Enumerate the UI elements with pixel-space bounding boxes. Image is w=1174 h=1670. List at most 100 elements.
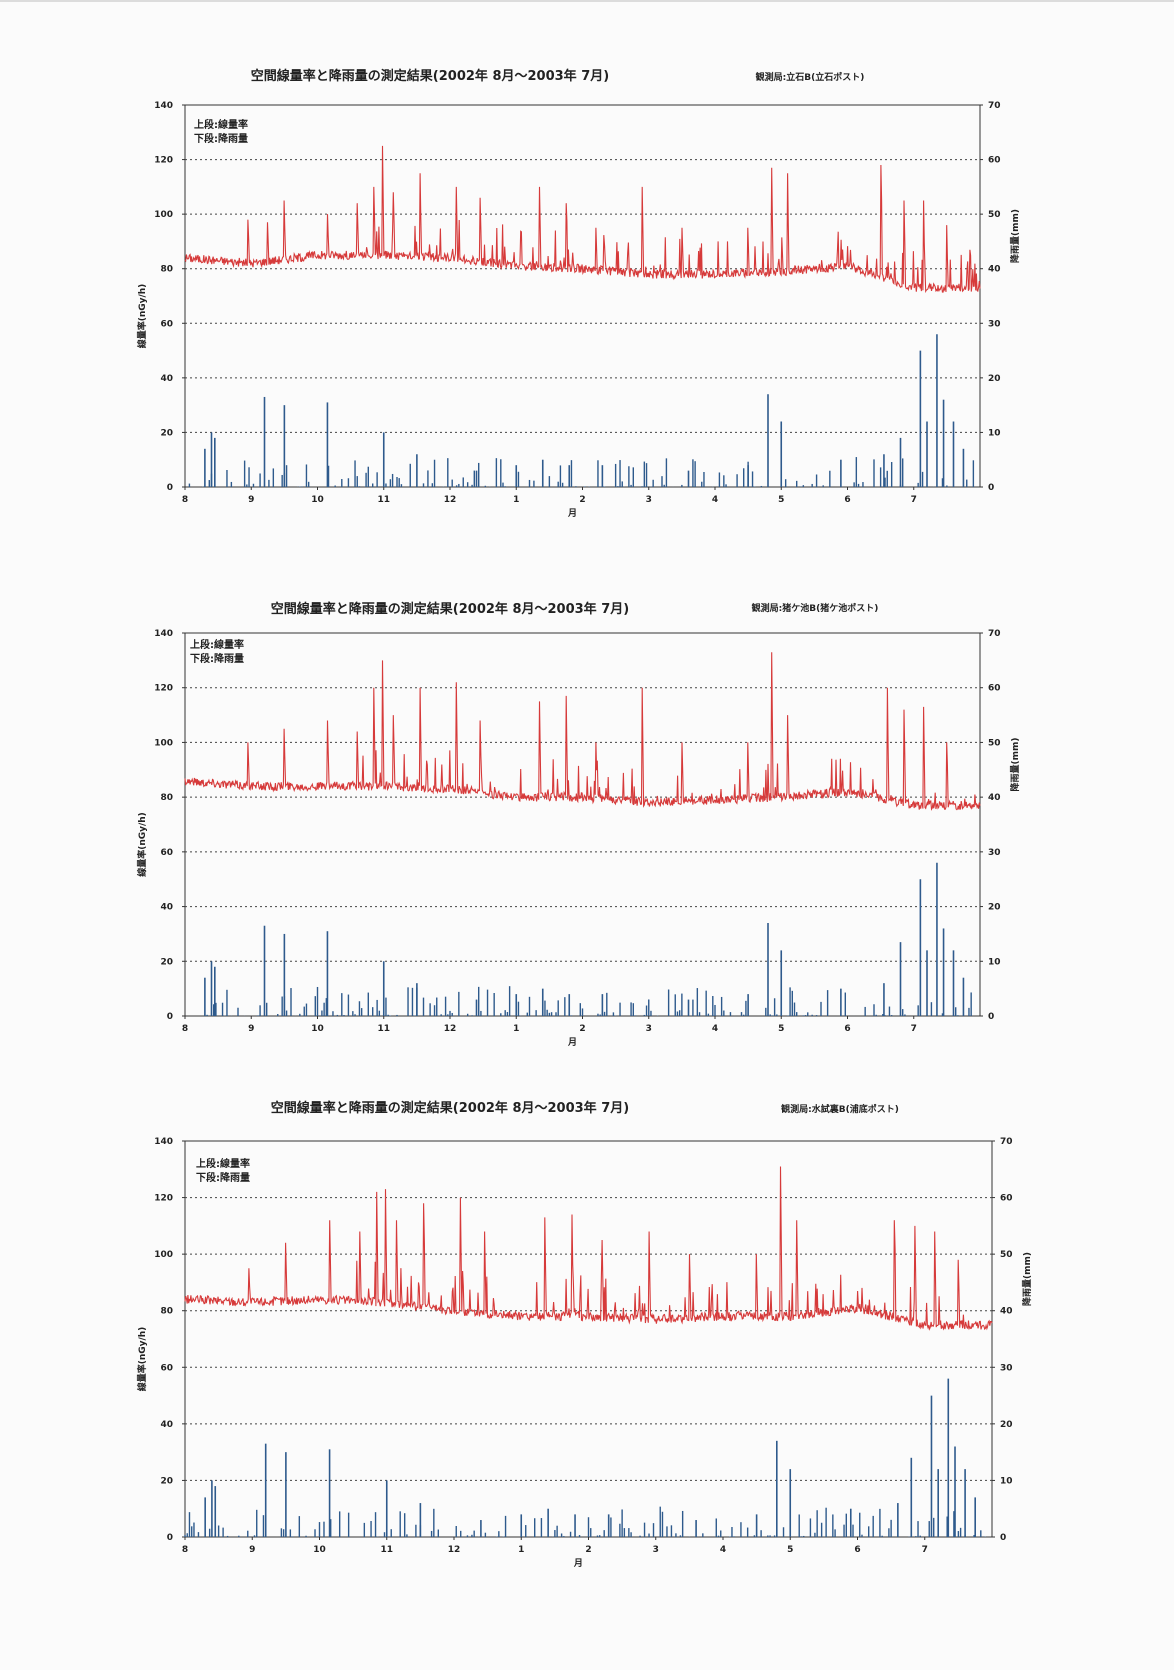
plot-frame <box>184 104 981 488</box>
right-tick-label: 40 <box>988 265 1001 275</box>
left-tick-label: 0 <box>167 1533 173 1543</box>
legend-note-0: 上段:線量率 <box>194 118 248 131</box>
legend-note-0: 上段:線量率 <box>196 1157 250 1170</box>
right-tick-label: 50 <box>1000 1250 1013 1260</box>
left-tick-label: 80 <box>160 793 173 803</box>
left-tick-label: 20 <box>160 428 173 438</box>
y-left-axis-label: 線量率(nGy/h) <box>136 812 148 877</box>
x-tick-label: 10 <box>313 1545 326 1555</box>
y-right-axis-label: 降雨量(mm) <box>1021 1252 1033 1306</box>
x-tick-label: 4 <box>712 1024 718 1034</box>
x-tick-label: 9 <box>249 1545 255 1555</box>
right-tick-label: 60 <box>988 684 1001 694</box>
x-axis-label: 月 <box>573 1558 583 1569</box>
x-tick-label: 3 <box>646 495 652 505</box>
right-tick-label: 10 <box>988 957 1001 967</box>
chart-title: 空間線量率と降雨量の測定結果(2002年 8月～2003年 7月) <box>251 68 609 84</box>
x-tick-label: 6 <box>844 495 850 505</box>
x-tick-label: 6 <box>854 1545 860 1555</box>
x-axis-label: 月 <box>567 1037 577 1048</box>
chart-title: 空間線量率と降雨量の測定結果(2002年 8月～2003年 7月) <box>271 1100 629 1116</box>
right-tick-label: 0 <box>988 483 994 493</box>
x-tick-label: 11 <box>377 495 390 505</box>
x-tick-label: 11 <box>377 1024 390 1034</box>
left-tick-label: 0 <box>167 1012 173 1022</box>
x-tick-label: 1 <box>518 1545 524 1555</box>
y-left-axis-label: 線量率(nGy/h) <box>136 1327 148 1392</box>
right-tick-label: 20 <box>988 374 1001 384</box>
x-tick-label: 12 <box>448 1545 461 1555</box>
right-tick-label: 70 <box>988 101 1001 111</box>
y-right-axis-label: 降雨量(mm) <box>1009 209 1021 263</box>
right-tick-label: 70 <box>988 629 1001 639</box>
x-tick-label: 10 <box>311 495 324 505</box>
right-tick-label: 30 <box>1000 1363 1013 1373</box>
right-tick-label: 0 <box>1000 1533 1006 1543</box>
y-right-axis-label: 降雨量(mm) <box>1009 738 1021 792</box>
right-tick-label: 70 <box>1000 1137 1013 1147</box>
x-tick-label: 2 <box>579 1024 585 1034</box>
x-axis-label: 月 <box>567 508 577 519</box>
legend-note-1: 下段:降雨量 <box>194 132 248 145</box>
x-tick-label: 4 <box>712 495 718 505</box>
x-tick-label: 4 <box>720 1545 726 1555</box>
chart-title: 空間線量率と降雨量の測定結果(2002年 8月～2003年 7月) <box>271 601 629 617</box>
chart-tateishi: 空間線量率と降雨量の測定結果(2002年 8月～2003年 7月) 観測局:立石B… <box>0 58 1174 538</box>
plot-frame <box>184 1140 993 1538</box>
left-tick-label: 140 <box>154 101 173 111</box>
right-tick-label: 10 <box>988 428 1001 438</box>
x-tick-label: 9 <box>248 1024 254 1034</box>
chart-inokeike: 空間線量率と降雨量の測定結果(2002年 8月～2003年 7月) 観測局:猪ケ池… <box>0 588 1174 1068</box>
top-edge-rule <box>0 0 1174 2</box>
x-tick-label: 7 <box>911 495 917 505</box>
left-tick-label: 60 <box>160 1363 173 1373</box>
left-tick-label: 120 <box>154 1194 173 1204</box>
left-tick-label: 100 <box>154 738 173 748</box>
right-tick-label: 50 <box>988 738 1001 748</box>
left-tick-label: 60 <box>160 848 173 858</box>
x-tick-label: 2 <box>585 1545 591 1555</box>
left-tick-label: 60 <box>160 319 173 329</box>
left-tick-label: 140 <box>154 1137 173 1147</box>
x-tick-label: 5 <box>787 1545 793 1555</box>
left-tick-label: 100 <box>154 210 173 220</box>
chart-svg: 空間線量率と降雨量の測定結果(2002年 8月～2003年 7月) 観測局:猪ケ池… <box>136 601 1021 1048</box>
x-tick-label: 3 <box>646 1024 652 1034</box>
x-tick-label: 1 <box>513 1024 519 1034</box>
x-tick-label: 2 <box>579 495 585 505</box>
x-tick-label: 7 <box>922 1545 928 1555</box>
rain-series <box>184 1378 986 1537</box>
right-tick-label: 40 <box>1000 1307 1013 1317</box>
x-tick-label: 6 <box>844 1024 850 1034</box>
x-tick-label: 5 <box>778 1024 784 1034</box>
x-tick-label: 10 <box>311 1024 324 1034</box>
left-tick-label: 40 <box>160 903 173 913</box>
chart-suishiura: 空間線量率と降雨量の測定結果(2002年 8月～2003年 7月) 観測局:水試裏… <box>0 1093 1174 1573</box>
dose-rate-line <box>184 652 981 811</box>
legend-note-0: 上段:線量率 <box>190 638 244 651</box>
legend-note-1: 下段:降雨量 <box>196 1171 250 1184</box>
right-tick-label: 60 <box>988 156 1001 166</box>
right-tick-label: 30 <box>988 319 1001 329</box>
station-label: 観測局:水試裏B(浦底ポスト) <box>781 1103 899 1115</box>
y-left-axis-label: 線量率(nGy/h) <box>136 284 148 349</box>
x-tick-label: 12 <box>444 1024 457 1034</box>
x-tick-label: 8 <box>182 1024 188 1034</box>
x-tick-label: 11 <box>380 1545 393 1555</box>
x-tick-label: 3 <box>653 1545 659 1555</box>
right-tick-label: 20 <box>988 903 1001 913</box>
legend-note-1: 下段:降雨量 <box>190 652 244 665</box>
chart-svg: 空間線量率と降雨量の測定結果(2002年 8月～2003年 7月) 観測局:水試裏… <box>136 1100 1033 1569</box>
left-tick-label: 80 <box>160 1307 173 1317</box>
left-tick-label: 120 <box>154 684 173 694</box>
rain-series <box>204 862 972 1016</box>
right-tick-label: 10 <box>1000 1476 1013 1486</box>
chart-svg: 空間線量率と降雨量の測定結果(2002年 8月～2003年 7月) 観測局:立石B… <box>136 68 1021 519</box>
left-tick-label: 100 <box>154 1250 173 1260</box>
left-tick-label: 0 <box>167 483 173 493</box>
right-tick-label: 60 <box>1000 1194 1013 1204</box>
plot-frame <box>184 632 981 1017</box>
left-tick-label: 20 <box>160 1476 173 1486</box>
dose-rate-line <box>184 145 981 294</box>
left-tick-label: 20 <box>160 957 173 967</box>
